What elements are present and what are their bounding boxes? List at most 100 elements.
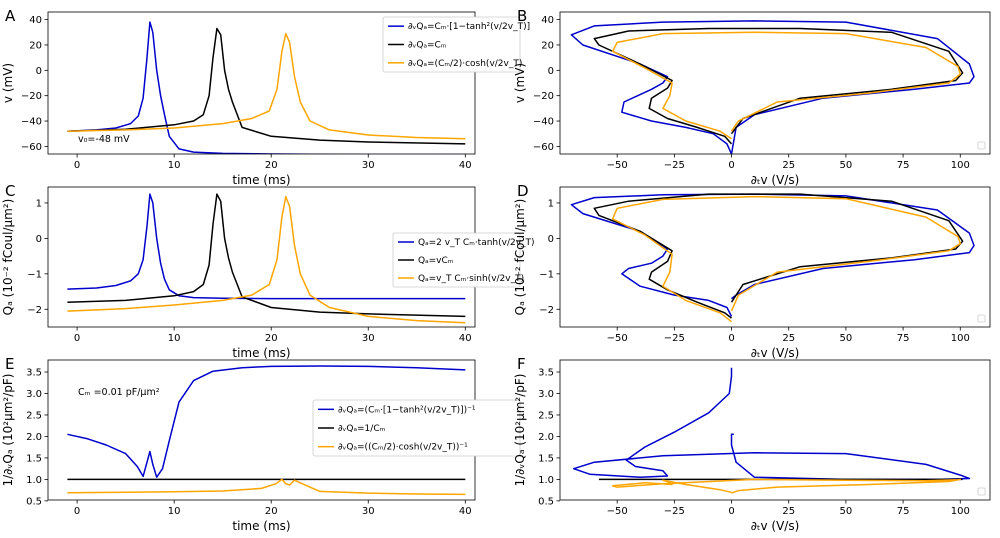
- x-tick-label: 10: [168, 333, 181, 344]
- y-axis-label: v (mV): [1, 63, 15, 103]
- y-axis-label: 1/∂ᵥQₐ (10²μm²/pF): [513, 374, 527, 487]
- y-tick-label: 40: [541, 15, 554, 26]
- panel-b: −50 −25 0 25 50 75 100 −60 −40 −20 0 20 40 ∂ₜv (V/s) v…: [513, 7, 991, 187]
- x-tick-label: 40: [459, 333, 472, 344]
- plot-frame: [559, 186, 991, 328]
- legend-box: [392, 232, 521, 288]
- x-tick-label: 50: [840, 333, 853, 344]
- x-tick-label: −50: [607, 333, 628, 344]
- empty-legend-box: [977, 314, 986, 323]
- x-tick-label: 0: [74, 506, 80, 517]
- series-line-orange: [611, 31, 962, 140]
- x-tick-label: 50: [840, 160, 853, 171]
- series-line-blue: [570, 20, 975, 154]
- y-axis-label: Qₐ (10⁻² fCoul/μm²): [1, 199, 15, 316]
- series-line-blue: [572, 367, 971, 481]
- y-tick-label: 20: [29, 40, 42, 51]
- x-tick-label: 20: [265, 160, 278, 171]
- y-tick-label: 3.5: [538, 368, 554, 379]
- panel-letter: F: [517, 355, 526, 373]
- x-tick-label: 50: [840, 506, 853, 517]
- x-tick-label: 25: [782, 506, 795, 517]
- y-tick-label: −60: [533, 142, 554, 153]
- y-tick-label: 2.5: [26, 410, 42, 421]
- y-tick-label: −2: [539, 305, 554, 316]
- plot-frame: [559, 11, 991, 155]
- legend-entry: ∂ᵥQₐ=Cₘ·[1−tanh²(v/2v_T)]: [408, 22, 530, 32]
- series-line-orange: [611, 478, 962, 494]
- empty-legend-box: [977, 487, 986, 496]
- y-tick-label: 0.5: [26, 496, 42, 507]
- x-tick-label: 25: [782, 160, 795, 171]
- x-tick-label: 25: [782, 333, 795, 344]
- legend-entry: Qₐ=v_T Cₘ·sinh(v/2v_T): [418, 274, 524, 284]
- legend-entry: ∂ᵥQₐ=1/Cₘ: [338, 424, 386, 434]
- x-tick-label: 20: [265, 506, 278, 517]
- y-tick-label: −20: [21, 91, 42, 102]
- x-tick-label: −50: [607, 160, 628, 171]
- legend-entry: Qₐ=vCₘ: [418, 256, 454, 266]
- legend-entry: ∂ᵥQₐ=((Cₘ/2)·cosh(v/2v_T))⁻¹: [338, 443, 468, 453]
- x-tick-label: 0: [74, 160, 80, 171]
- empty-legend-box: [977, 141, 986, 150]
- series-line-black: [67, 193, 466, 318]
- y-tick-label: 2.0: [538, 432, 554, 443]
- y-axis-label: Qₐ (10⁻² fCoul/μm²): [513, 199, 527, 316]
- x-tick-label: 0: [74, 333, 80, 344]
- x-tick-label: 0: [728, 506, 734, 517]
- x-axis-label: ∂ₜv (V/s): [751, 346, 800, 360]
- panel-letter: D: [517, 182, 529, 200]
- y-tick-label: 0: [548, 234, 554, 245]
- y-tick-label: 0: [548, 66, 554, 77]
- series-line-black: [593, 27, 964, 145]
- legend: Qₐ=2 v_T Cₘ·tanh(v/2v_T) Qₐ=vCₘ Qₐ=v_T Cₘ·…: [392, 232, 535, 288]
- legend: ∂ᵥQₐ=(Cₘ·[1−tanh²(v/2v_T)])⁻¹ ∂ᵥQₐ=1/Cₘ ∂ᵥ…: [312, 399, 521, 457]
- y-tick-label: 2.0: [26, 432, 42, 443]
- x-axis-label: time (ms): [232, 173, 290, 187]
- legend-entry: ∂ᵥQₐ=(Cₘ·[1−tanh²(v/2v_T)])⁻¹: [338, 405, 476, 415]
- y-tick-label: 0: [36, 66, 42, 77]
- y-tick-label: 3.0: [26, 389, 42, 400]
- legend-box: [312, 399, 521, 457]
- y-tick-label: 1.0: [538, 475, 554, 486]
- x-tick-label: 30: [362, 160, 375, 171]
- x-tick-label: 10: [168, 160, 181, 171]
- y-tick-label: 0.5: [538, 496, 554, 507]
- panel-letter: C: [5, 182, 15, 200]
- y-tick-label: −20: [533, 91, 554, 102]
- x-tick-label: −25: [664, 333, 685, 344]
- y-tick-label: 1.5: [26, 453, 42, 464]
- x-tick-label: 20: [265, 333, 278, 344]
- x-tick-label: 30: [362, 333, 375, 344]
- series-line-blue: [67, 21, 466, 154]
- series-line-blue: [67, 365, 466, 478]
- x-tick-label: 75: [897, 506, 910, 517]
- series-line-orange: [67, 195, 466, 324]
- x-tick-label: −25: [664, 160, 685, 171]
- x-tick-label: 40: [459, 160, 472, 171]
- y-tick-label: 1: [36, 198, 42, 209]
- legend-entry: Qₐ=2 v_T Cₘ·tanh(v/2v_T): [418, 238, 535, 248]
- series-line-orange: [611, 195, 962, 323]
- legend-entry: ∂ᵥQₐ=Cₘ: [408, 41, 447, 51]
- y-tick-label: 40: [29, 15, 42, 26]
- x-tick-label: 100: [951, 333, 970, 344]
- y-tick-label: 1.0: [26, 475, 42, 486]
- y-tick-label: 0: [36, 234, 42, 245]
- y-tick-label: 1: [548, 198, 554, 209]
- panel-letter: A: [5, 7, 16, 25]
- series-line-orange: [67, 32, 466, 140]
- series-line-black: [67, 27, 466, 145]
- y-tick-label: −40: [533, 117, 554, 128]
- x-tick-label: 100: [951, 506, 970, 517]
- y-tick-label: −1: [539, 269, 554, 280]
- x-tick-label: 40: [459, 506, 472, 517]
- legend: ∂ᵥQₐ=Cₘ·[1−tanh²(v/2v_T)] ∂ᵥQₐ=Cₘ ∂ᵥQₐ=(Cₘ…: [382, 16, 530, 73]
- panel-c: 0 10 20 30 40 −2 −1 0 1 time (ms) Qₐ (10⁻² fCoul/μ…: [1, 182, 535, 360]
- series-line-orange: [67, 478, 466, 496]
- legend-entry: ∂ᵥQₐ=(Cₘ/2)·cosh(v/2v_T): [408, 59, 522, 69]
- x-axis-label: time (ms): [232, 519, 290, 533]
- x-axis-label: time (ms): [232, 346, 290, 360]
- y-tick-label: 3.5: [26, 368, 42, 379]
